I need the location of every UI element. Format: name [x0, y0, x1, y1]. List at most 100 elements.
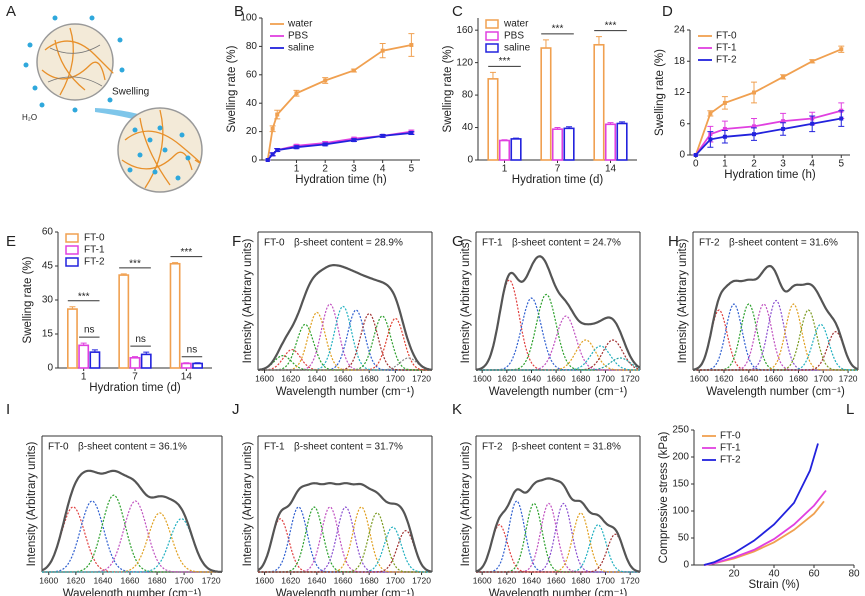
fit-component — [42, 500, 222, 573]
sample-label: FT-2 — [482, 442, 503, 453]
x-axis-label: Hydration time (d) — [512, 174, 604, 186]
x-tick-label: 1620 — [497, 373, 516, 383]
spectrum-envelope — [257, 263, 433, 371]
x-tick-label: 1600 — [255, 373, 274, 383]
marker — [323, 142, 328, 147]
error-bar — [489, 71, 496, 79]
error-bar — [619, 121, 626, 124]
fit-component — [693, 303, 858, 371]
y-tick-label: 250 — [672, 425, 689, 436]
y-axis-label: Compressive stress (kPa) — [658, 432, 670, 564]
legend-label: water — [287, 19, 313, 30]
x-tick-label: 1680 — [571, 373, 590, 383]
panel-label: G — [452, 233, 464, 250]
y-tick-label: 40 — [246, 98, 258, 109]
y-tick-label: 0 — [467, 155, 473, 166]
fit-component — [258, 526, 432, 573]
panel-label: I — [6, 401, 10, 418]
x-tick-label: 1680 — [571, 575, 590, 585]
fibers — [121, 109, 201, 189]
marker — [781, 74, 786, 79]
y-tick-label: 160 — [456, 25, 473, 36]
x-tick-label: 1700 — [386, 373, 405, 383]
y-tick-label: 120 — [456, 57, 473, 68]
water-dots — [127, 125, 191, 181]
x-tick-label: 3 — [780, 159, 786, 170]
y-tick-label: 24 — [674, 25, 686, 36]
x-tick-label: 5 — [409, 164, 415, 175]
fit-component — [258, 348, 432, 371]
marker — [752, 90, 756, 95]
marker — [323, 78, 328, 83]
y-axis-label: Swelling rate (%) — [226, 45, 238, 132]
fit-component — [476, 533, 641, 573]
legend-label: FT-0 — [720, 431, 741, 442]
bar — [140, 353, 152, 369]
y-axis-label: Intensity (Arbitrary units) — [677, 239, 689, 364]
sample-label: FT-1 — [264, 442, 285, 453]
x-tick-label: 14 — [605, 164, 617, 175]
significance: *** — [499, 56, 511, 67]
x-axis-label: Hydration time (d) — [89, 382, 181, 394]
x-tick-label: 4 — [380, 164, 386, 175]
x-tick-label: 7 — [132, 372, 138, 383]
y-tick-label: 18 — [674, 56, 686, 67]
line — [703, 489, 827, 566]
bar — [129, 356, 141, 369]
bar — [78, 344, 90, 369]
legend-label: FT-1 — [716, 43, 737, 54]
fit-component — [476, 524, 640, 573]
schematic: A H₂O Swelling — [6, 3, 203, 193]
x-axis-label: Strain (%) — [748, 579, 799, 591]
fit-component — [41, 506, 222, 573]
x-tick-label: 3 — [351, 164, 357, 175]
x-tick-label: 1 — [294, 164, 300, 175]
bar — [510, 138, 522, 161]
legend-label: saline — [504, 43, 531, 54]
x-tick-label: 1640 — [739, 373, 758, 383]
error-bar — [542, 39, 549, 49]
fit-component — [475, 524, 640, 573]
marker — [380, 133, 385, 138]
panel-label: A — [6, 3, 16, 20]
error-bar — [69, 306, 76, 310]
y-axis-label: Intensity (Arbitrary units) — [26, 442, 38, 567]
x-tick-label: 2 — [322, 164, 328, 175]
y-tick-label: 6 — [679, 118, 685, 129]
sample-label: FT-0 — [48, 442, 69, 453]
x-tick-label: 1640 — [307, 373, 326, 383]
sample-label: FT-2 — [699, 238, 720, 249]
y-tick-label: 0 — [47, 363, 53, 374]
significance: *** — [605, 20, 617, 31]
x-tick-label: 1720 — [202, 575, 221, 585]
spectrum-envelope — [475, 477, 641, 573]
panel-label: D — [662, 3, 673, 20]
y-tick-label: 200 — [672, 452, 689, 463]
spectrum-envelope — [692, 264, 859, 371]
x-axis-label: Hydration time (h) — [295, 174, 387, 186]
y-tick-label: 100 — [672, 506, 689, 517]
marker — [722, 126, 727, 131]
y-tick-label: 12 — [674, 87, 686, 98]
x-tick-label: 1620 — [281, 575, 300, 585]
x-tick-label: 1 — [502, 164, 508, 175]
error-bar — [143, 351, 150, 355]
legend-label: FT-2 — [84, 257, 105, 268]
x-axis-label: Wavelength number (cm⁻¹) — [276, 588, 415, 596]
marker — [275, 148, 280, 153]
y-axis-label: Swelling rate (%) — [442, 45, 454, 132]
fit-component — [693, 330, 859, 371]
x-tick-label: 14 — [181, 372, 193, 383]
spectrum-envelope — [257, 481, 433, 573]
error-bar — [607, 122, 614, 125]
y-tick-label: 150 — [672, 479, 689, 490]
bar — [487, 78, 499, 161]
x-tick-label: 1660 — [547, 575, 566, 585]
significance: *** — [552, 24, 564, 35]
x-tick-label: 1640 — [522, 373, 541, 383]
error-bar — [194, 362, 201, 364]
y-tick-label: 45 — [42, 261, 54, 272]
x-tick-label: 80 — [848, 569, 860, 580]
marker — [351, 138, 356, 143]
marker — [275, 112, 280, 117]
